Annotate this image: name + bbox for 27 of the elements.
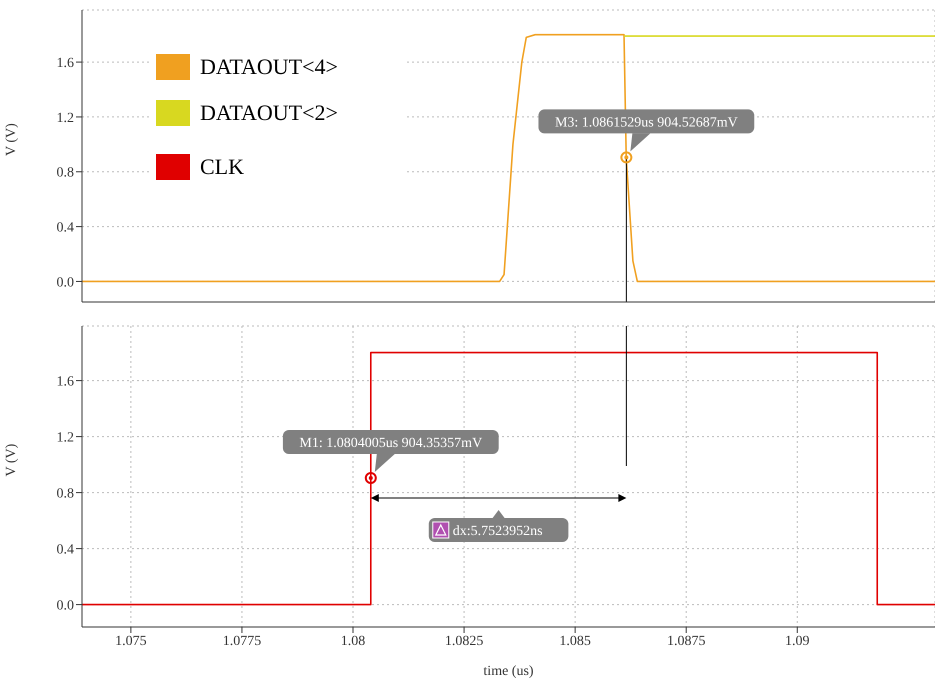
legend-label: DATAOUT<4> (200, 54, 338, 80)
annotation: M1: 1.0804005us 904.35357mV (299, 436, 482, 451)
x-tick-label: 1.085 (559, 634, 591, 649)
y-tick-label: 0.4 (56, 220, 74, 236)
y-tick-label: 0.0 (56, 598, 74, 614)
annotation: M3: 1.0861529us 904.52687mV (554, 115, 738, 130)
legend-label: DATAOUT<2> (200, 100, 338, 126)
legend-label: CLK (200, 154, 244, 180)
x-tick-label: 1.0775 (222, 634, 262, 649)
y-tick-label: 1.6 (56, 56, 74, 72)
x-tick-label: 1.09 (785, 634, 810, 649)
x-tick-label: 1.0825 (444, 634, 484, 649)
y-axis-title: V (V) (4, 122, 19, 156)
y-tick-label: 1.2 (56, 110, 74, 126)
x-axis-title: time (us) (483, 664, 534, 679)
annotation: dx:5.7523952ns (452, 524, 543, 539)
x-tick-label: 1.08 (340, 634, 366, 649)
y-tick-label: 0.4 (56, 542, 74, 558)
y-tick-label: 0.8 (56, 486, 74, 502)
y-tick-label: 1.2 (56, 430, 74, 446)
y-axis-title: V (V) (4, 443, 19, 476)
y-tick-label: 0.0 (56, 275, 74, 290)
x-tick-label: 1.0875 (666, 634, 706, 649)
y-tick-label: 0.8 (56, 166, 74, 181)
line-series (82, 34, 935, 282)
y-tick-label: 1.6 (56, 374, 74, 390)
x-tick-label: 1.075 (115, 634, 147, 649)
